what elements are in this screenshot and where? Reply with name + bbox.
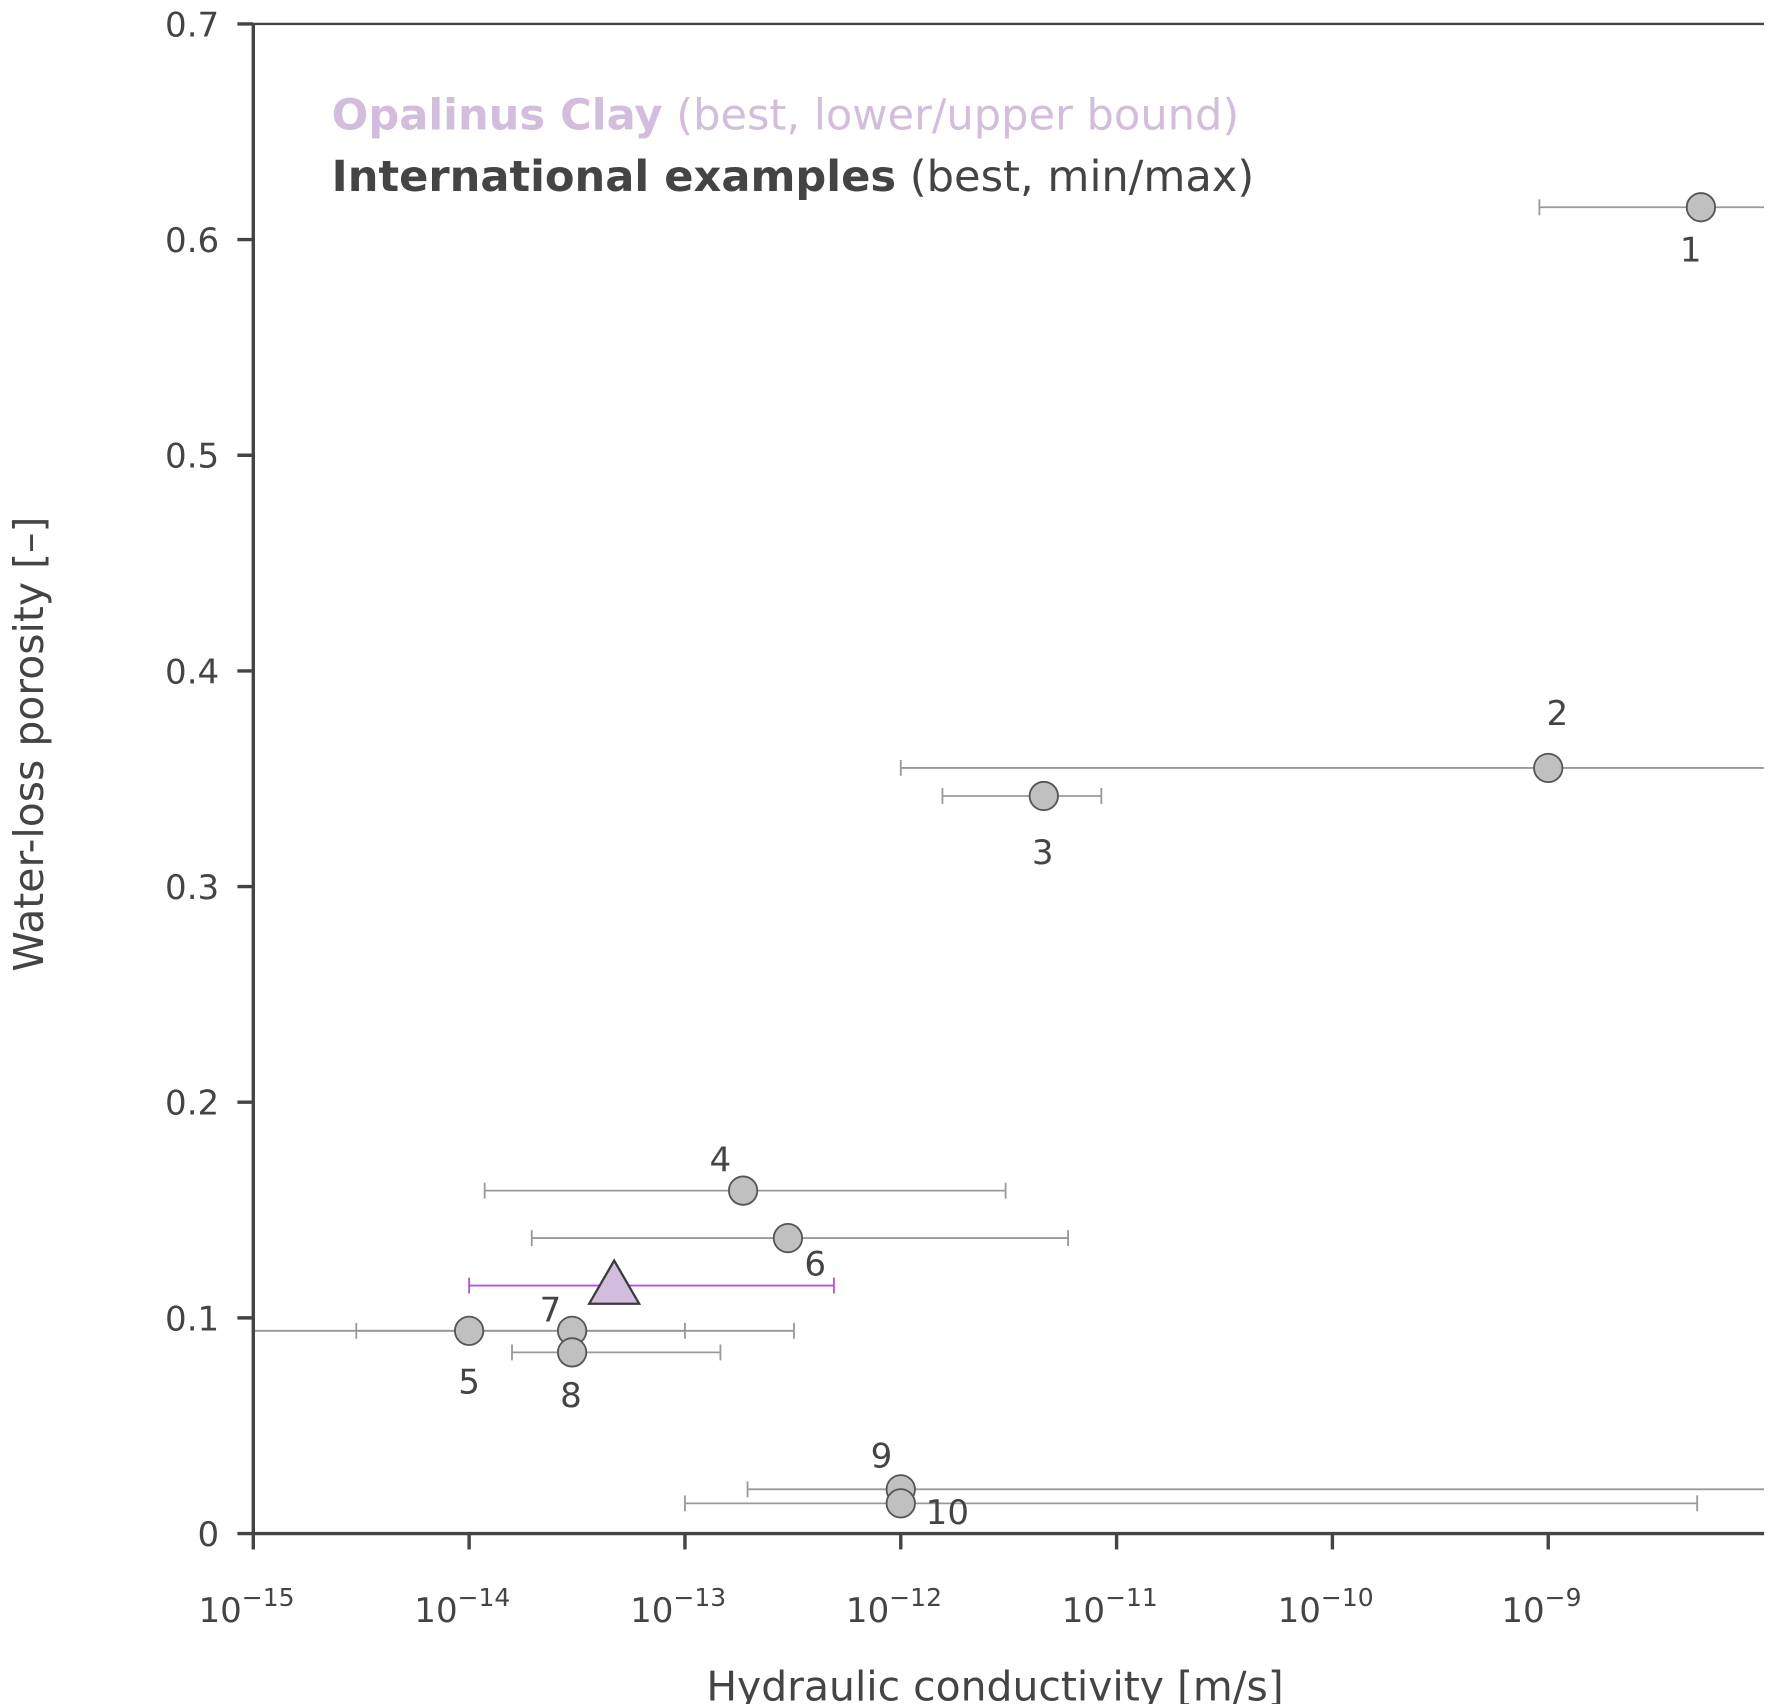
x-tick-label: 10−13 (630, 1583, 726, 1631)
y-tick-label: 0.1 (165, 1299, 219, 1339)
data-point-label: 6 (804, 1245, 826, 1285)
y-tick-label: 0.2 (165, 1084, 219, 1124)
legend-international-desc: (best, min/max) (896, 152, 1254, 202)
y-tick-label: 0 (198, 1515, 220, 1555)
data-point (454, 1315, 485, 1346)
x-axis-label: Hydraulic conductivity [m/s] (706, 1663, 1283, 1704)
y-axis-label: Water-loss porosity [–] (5, 517, 53, 972)
x-tick-label: 10−10 (1278, 1583, 1374, 1631)
x-tick-exponent: −9 (1545, 1583, 1582, 1612)
data-point (1533, 752, 1564, 784)
data-point (1028, 780, 1059, 812)
data-point-label: 10 (926, 1493, 969, 1533)
y-ticks: 0 0.1 0.2 0.3 0.4 0.5 0.6 0.7 (165, 5, 254, 1555)
x-tick-label: 10−12 (846, 1583, 942, 1631)
x-tick-exponent: −13 (673, 1583, 726, 1612)
legend-opalinus-name: Opalinus Clay (332, 91, 663, 141)
data-point (1685, 192, 1717, 223)
point-labels: 1 2 3 4 5 6 7 8 9 10 (458, 231, 1701, 1533)
legend-entry-international: International examples (best, min/max) (332, 152, 1255, 202)
x-tick-base: 10 (630, 1591, 673, 1631)
data-point-label: 4 (710, 1140, 732, 1180)
x-tick-exponent: −12 (889, 1583, 942, 1612)
x-tick-exponent: −15 (242, 1583, 295, 1612)
x-tick-label: 10−15 (198, 1583, 294, 1631)
x-tick-label: 10−14 (414, 1583, 510, 1631)
y-tick-label: 0.6 (165, 221, 219, 261)
legend-international-name: International examples (332, 152, 896, 202)
axes (251, 22, 1765, 1536)
x-tick-exponent: −14 (458, 1583, 511, 1612)
legend: Opalinus Clay (best, lower/upper bound) … (332, 91, 1255, 202)
x-tick-base: 10 (1501, 1591, 1544, 1631)
x-tick-base: 10 (1278, 1591, 1321, 1631)
data-point-label: 1 (1680, 231, 1702, 271)
x-tick-label: 10−9 (1501, 1583, 1581, 1631)
x-ticks: 10−15 10−14 10−13 10−12 10−11 10−10 10−9 (198, 1533, 1581, 1631)
x-tick-exponent: −11 (1105, 1583, 1158, 1612)
opalinus-marker (587, 1258, 642, 1305)
plot-area (253, 192, 1765, 1519)
x-tick-base: 10 (198, 1591, 241, 1631)
x-tick-exponent: −10 (1321, 1583, 1374, 1612)
y-tick-label: 0.3 (165, 868, 219, 908)
data-point (772, 1222, 804, 1254)
data-point-label: 9 (871, 1437, 893, 1477)
data-point (556, 1337, 588, 1368)
data-point-label: 5 (458, 1362, 480, 1402)
legend-entry-opalinus: Opalinus Clay (best, lower/upper bound) (332, 91, 1240, 141)
data-point-label: 8 (560, 1376, 582, 1416)
legend-opalinus-desc: (best, lower/upper bound) (663, 91, 1240, 141)
x-tick-label: 10−11 (1062, 1583, 1158, 1631)
data-point-label: 2 (1546, 694, 1568, 734)
data-point-label: 7 (540, 1291, 562, 1331)
x-tick-base: 10 (1062, 1591, 1105, 1631)
y-tick-label: 0.4 (165, 652, 219, 692)
y-tick-label: 0.5 (165, 437, 219, 477)
y-tick-label: 0.7 (165, 5, 219, 45)
x-tick-base: 10 (414, 1591, 457, 1631)
data-point (728, 1175, 759, 1206)
x-tick-base: 10 (846, 1591, 889, 1631)
data-point-label: 3 (1032, 833, 1054, 873)
data-point (885, 1488, 916, 1519)
